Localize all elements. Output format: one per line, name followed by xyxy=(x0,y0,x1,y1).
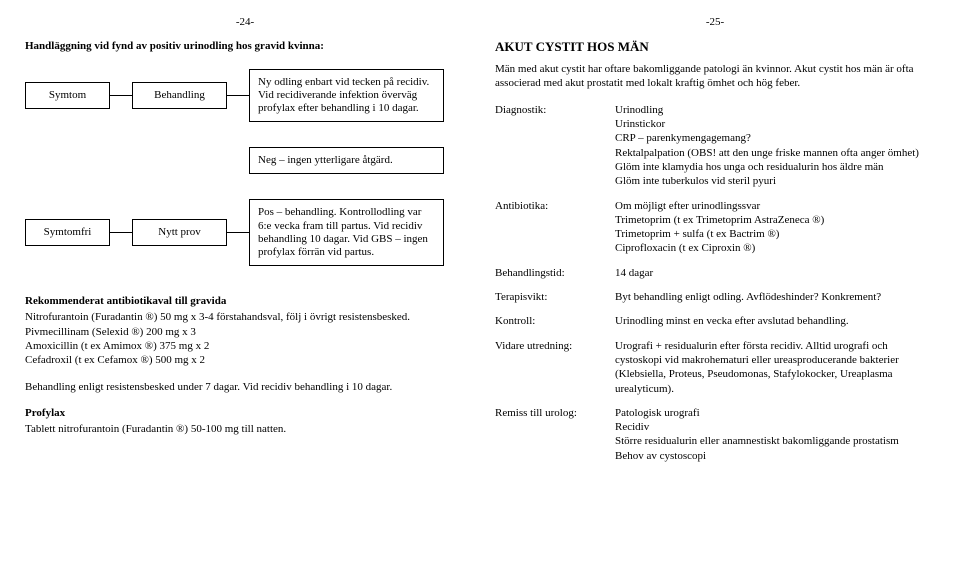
row-behandlingstid: Behandlingstid: 14 dagar xyxy=(495,266,935,280)
flow-connector xyxy=(110,95,132,96)
val-diagnostik: Urinodling Urinstickor CRP – parenkymeng… xyxy=(615,103,935,189)
flow-connector xyxy=(110,232,132,233)
flow-behandling: Behandling xyxy=(132,82,227,109)
profylax-title: Profylax xyxy=(25,406,465,420)
profylax-text: Tablett nitrofurantoin (Furadantin ®) 50… xyxy=(25,422,465,436)
row-antibiotika: Antibiotika: Om möjligt efter urinodling… xyxy=(495,199,935,256)
flowchart: Symtom Behandling Ny odling enbart vid t… xyxy=(25,69,465,267)
val-terapisvikt: Byt behandling enligt odling. Avflödeshi… xyxy=(615,290,935,304)
rek-line: Nitrofurantoin (Furadantin ®) 50 mg x 3-… xyxy=(25,310,465,324)
flow-connector xyxy=(227,95,249,96)
label-behandlingstid: Behandlingstid: xyxy=(495,266,615,280)
val-remiss: Patologisk urografi Recidiv Större resid… xyxy=(615,406,935,463)
rek-title: Rekommenderat antibiotikaval till gravid… xyxy=(25,294,465,308)
recommended-antibiotics: Rekommenderat antibiotikaval till gravid… xyxy=(25,294,465,367)
flow-nyttprov: Nytt prov xyxy=(132,219,227,246)
val-vidareutredning: Urografi + residualurin efter första rec… xyxy=(615,339,935,396)
rek-line: Pivmecillinam (Selexid ®) 200 mg x 3 xyxy=(25,325,465,339)
flow-symtomfri: Symtomfri xyxy=(25,219,110,246)
rek-line: Cefadroxil (t ex Cefamox ®) 500 mg x 2 xyxy=(25,353,465,367)
page-number-right: -25- xyxy=(495,15,935,29)
right-title: AKUT CYSTIT HOS MÄN xyxy=(495,39,935,56)
row-vidareutredning: Vidare utredning: Urografi + residualuri… xyxy=(495,339,935,396)
label-terapisvikt: Terapisvikt: xyxy=(495,290,615,304)
row-remiss: Remiss till urolog: Patologisk urografi … xyxy=(495,406,935,463)
label-antibiotika: Antibiotika: xyxy=(495,199,615,256)
label-diagnostik: Diagnostik: xyxy=(495,103,615,189)
left-title: Handläggning vid fynd av positiv urinodl… xyxy=(25,39,465,53)
row-diagnostik: Diagnostik: Urinodling Urinstickor CRP –… xyxy=(495,103,935,189)
page-number-left: -24- xyxy=(25,15,465,29)
val-kontroll: Urinodling minst en vecka efter avslutad… xyxy=(615,314,935,328)
profylax-section: Profylax Tablett nitrofurantoin (Furadan… xyxy=(25,406,465,437)
val-antibiotika: Om möjligt efter urinodlingssvar Trimeto… xyxy=(615,199,935,256)
right-intro: Män med akut cystit har oftare bakomligg… xyxy=(495,62,935,91)
flow-symtom: Symtom xyxy=(25,82,110,109)
behandling-enligt: Behandling enligt resistensbesked under … xyxy=(25,380,465,394)
flow-connector xyxy=(227,232,249,233)
label-kontroll: Kontroll: xyxy=(495,314,615,328)
row-terapisvikt: Terapisvikt: Byt behandling enligt odlin… xyxy=(495,290,935,304)
val-behandlingstid: 14 dagar xyxy=(615,266,935,280)
flow-neg: Neg – ingen ytterligare åtgärd. xyxy=(249,147,444,174)
row-kontroll: Kontroll: Urinodling minst en vecka efte… xyxy=(495,314,935,328)
flow-desc1: Ny odling enbart vid tecken på recidiv. … xyxy=(249,69,444,123)
label-remiss: Remiss till urolog: xyxy=(495,406,615,463)
label-vidareutredning: Vidare utredning: xyxy=(495,339,615,396)
rek-line: Amoxicillin (t ex Amimox ®) 375 mg x 2 xyxy=(25,339,465,353)
flow-pos: Pos – behandling. Kontrollodling var 6:e… xyxy=(249,199,444,266)
left-page: -24- Handläggning vid fynd av positiv ur… xyxy=(25,15,465,473)
right-page: -25- AKUT CYSTIT HOS MÄN Män med akut cy… xyxy=(495,15,935,473)
